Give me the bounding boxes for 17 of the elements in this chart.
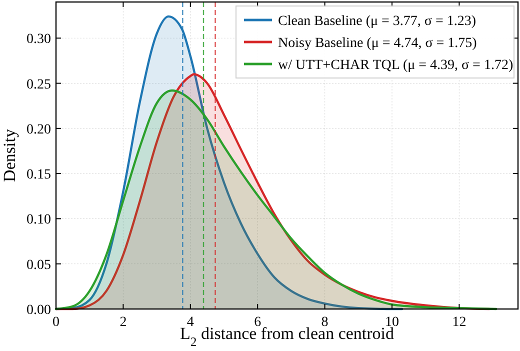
x-tick-label: 12 (452, 315, 466, 330)
y-tick-label: 0.10 (26, 212, 51, 228)
x-tick-label: 2 (120, 315, 127, 330)
legend-label: w/ UTT+CHAR TQL (μ = 4.39, σ = 1.72) (278, 58, 514, 73)
y-tick-label: 0.20 (26, 122, 51, 138)
y-tick-label: 0.30 (26, 32, 51, 48)
legend-label: Noisy Baseline (μ = 4.74, σ = 1.75) (278, 36, 478, 51)
y-tick-label: 0.00 (26, 303, 51, 318)
y-tick-label: 0.25 (26, 77, 51, 92)
y-tick-label: 0.05 (26, 258, 51, 273)
x-tick-label: 0 (52, 315, 60, 330)
legend-label: Clean Baseline (μ = 3.77, σ = 1.23) (278, 14, 476, 29)
y-axis-title: Density (0, 128, 19, 182)
y-tick-label: 0.15 (26, 168, 51, 183)
x-tick-label: 4 (186, 315, 194, 330)
x-tick-label: 8 (321, 315, 328, 330)
x-tick-label: 6 (254, 315, 262, 330)
